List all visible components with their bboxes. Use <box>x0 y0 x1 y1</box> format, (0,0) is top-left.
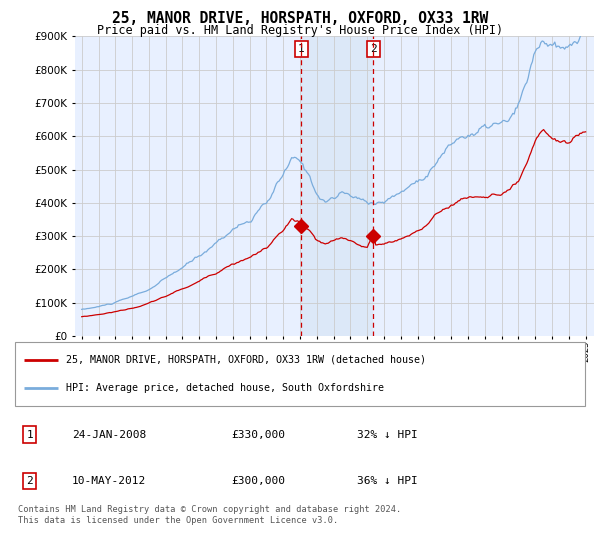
Text: Price paid vs. HM Land Registry's House Price Index (HPI): Price paid vs. HM Land Registry's House … <box>97 24 503 36</box>
Text: 36% ↓ HPI: 36% ↓ HPI <box>357 476 418 486</box>
Text: 1: 1 <box>298 44 305 54</box>
Text: 2: 2 <box>26 476 33 486</box>
Text: 1: 1 <box>26 430 33 440</box>
Text: 25, MANOR DRIVE, HORSPATH, OXFORD, OX33 1RW (detached house): 25, MANOR DRIVE, HORSPATH, OXFORD, OX33 … <box>66 354 426 365</box>
Text: 24-JAN-2008: 24-JAN-2008 <box>72 430 146 440</box>
Text: 25, MANOR DRIVE, HORSPATH, OXFORD, OX33 1RW: 25, MANOR DRIVE, HORSPATH, OXFORD, OX33 … <box>112 11 488 26</box>
Text: HPI: Average price, detached house, South Oxfordshire: HPI: Average price, detached house, Sout… <box>66 383 385 393</box>
FancyBboxPatch shape <box>15 342 585 406</box>
Bar <box>301 36 373 336</box>
Text: 32% ↓ HPI: 32% ↓ HPI <box>357 430 418 440</box>
Text: 2: 2 <box>370 44 377 54</box>
Text: 10-MAY-2012: 10-MAY-2012 <box>72 476 146 486</box>
Text: £300,000: £300,000 <box>232 476 286 486</box>
Text: £330,000: £330,000 <box>232 430 286 440</box>
Text: Contains HM Land Registry data © Crown copyright and database right 2024.
This d: Contains HM Land Registry data © Crown c… <box>18 505 401 525</box>
